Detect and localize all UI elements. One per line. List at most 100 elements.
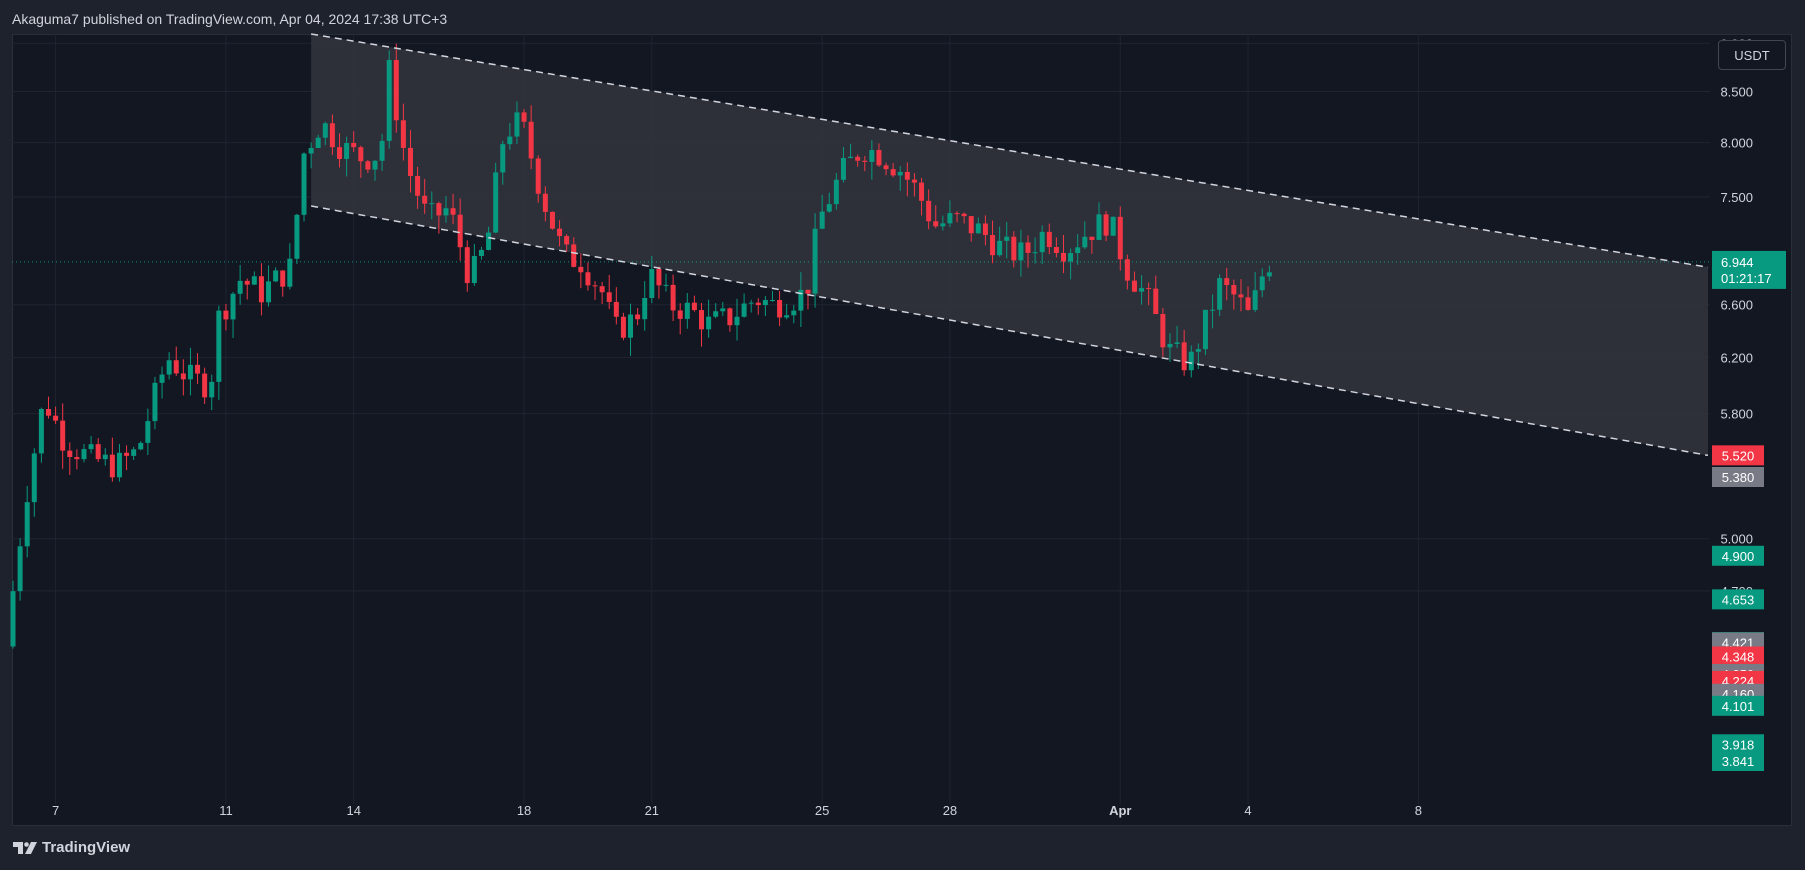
candle	[691, 295, 697, 312]
candle	[755, 298, 761, 315]
publish-info: Akaguma7 published on TradingView.com, A…	[12, 11, 448, 27]
candle-body	[493, 172, 499, 233]
candle-body	[1188, 351, 1194, 371]
candle-body	[17, 546, 23, 592]
candle-body	[1082, 236, 1088, 248]
candle-body	[436, 203, 442, 216]
candle	[1259, 268, 1265, 298]
candle	[762, 296, 768, 317]
candle	[862, 155, 868, 172]
candle	[628, 303, 634, 356]
candle	[159, 366, 165, 399]
candle	[1139, 275, 1145, 305]
brand-label[interactable]: TradingView	[42, 839, 131, 856]
candle	[195, 353, 201, 384]
x-axis-ticks: 7 11 14 18 21 25 28 Apr 4 8	[52, 803, 1422, 818]
candle-body	[1238, 294, 1244, 298]
candle	[684, 292, 690, 329]
candle-body	[727, 308, 733, 326]
candle-body	[138, 442, 144, 450]
candle	[784, 303, 790, 320]
y-tick-label: 5.800	[1720, 407, 1753, 422]
candle	[1075, 234, 1081, 265]
candle-body	[521, 112, 527, 122]
candle	[457, 198, 463, 261]
candle-body	[74, 456, 80, 460]
candle-body	[344, 142, 350, 159]
candle	[1124, 254, 1130, 290]
candle	[216, 305, 222, 400]
y-tick-label: 8.000	[1720, 136, 1753, 151]
candle-body	[961, 213, 967, 217]
candle-body	[251, 276, 257, 285]
channel-fill	[311, 34, 1708, 456]
currency-label: USDT	[1734, 48, 1770, 63]
candle	[209, 374, 215, 411]
candle	[1153, 275, 1159, 315]
candle	[805, 289, 811, 310]
candle-body	[620, 316, 626, 338]
candle	[1103, 210, 1109, 242]
candle-body	[919, 182, 925, 201]
x-tick-label: 18	[517, 803, 531, 818]
candle-body	[855, 156, 861, 161]
candle-body	[301, 153, 307, 215]
candle	[138, 441, 144, 451]
candle-body	[1089, 236, 1095, 240]
candle	[95, 438, 101, 463]
candle-body	[699, 310, 705, 330]
candle-body	[81, 449, 87, 460]
candle	[429, 191, 435, 220]
candle	[464, 240, 470, 292]
candle	[542, 186, 548, 222]
candle-body	[947, 213, 953, 224]
candle	[337, 133, 343, 168]
candle	[727, 307, 733, 332]
candle	[663, 273, 669, 292]
candle-body	[1117, 216, 1123, 260]
candle	[947, 200, 953, 228]
candle-body	[1018, 242, 1024, 261]
candle-body	[784, 315, 790, 318]
candle	[812, 213, 818, 308]
x-tick-label: 28	[943, 803, 957, 818]
price-badge-bg	[1712, 445, 1764, 466]
candle-body	[904, 171, 910, 180]
candle	[507, 122, 513, 150]
candle	[24, 486, 30, 558]
candle	[1217, 274, 1223, 317]
candle-body	[812, 228, 818, 294]
candle	[173, 346, 179, 376]
candle-body	[187, 364, 193, 380]
price-badges: 5.5205.3804.9004.6534.4234.4214.3484.263…	[1712, 445, 1764, 772]
currency-button[interactable]: USDT	[1718, 40, 1786, 70]
candle-body	[1110, 216, 1116, 236]
candle	[769, 290, 775, 302]
candle	[564, 234, 570, 252]
candle	[741, 293, 747, 318]
candle	[486, 226, 492, 251]
candle	[677, 303, 683, 335]
candle	[968, 216, 974, 242]
candle	[1131, 271, 1137, 293]
candle	[443, 196, 449, 223]
footer-bar: TradingView	[0, 826, 1805, 870]
candle-body	[1075, 247, 1081, 254]
candle	[975, 217, 981, 234]
candle	[500, 140, 506, 185]
candle	[1167, 333, 1173, 362]
candle	[1110, 216, 1116, 237]
candle-body	[798, 289, 804, 311]
candle	[897, 166, 903, 191]
candle	[777, 291, 783, 327]
candle-body	[145, 421, 151, 443]
candle	[244, 278, 250, 300]
candle	[60, 403, 66, 469]
candle-body	[1217, 278, 1223, 310]
candle	[145, 408, 151, 455]
candle-body	[1096, 214, 1102, 240]
candle-body	[926, 200, 932, 222]
candle-body	[422, 195, 428, 204]
candle	[372, 160, 378, 181]
